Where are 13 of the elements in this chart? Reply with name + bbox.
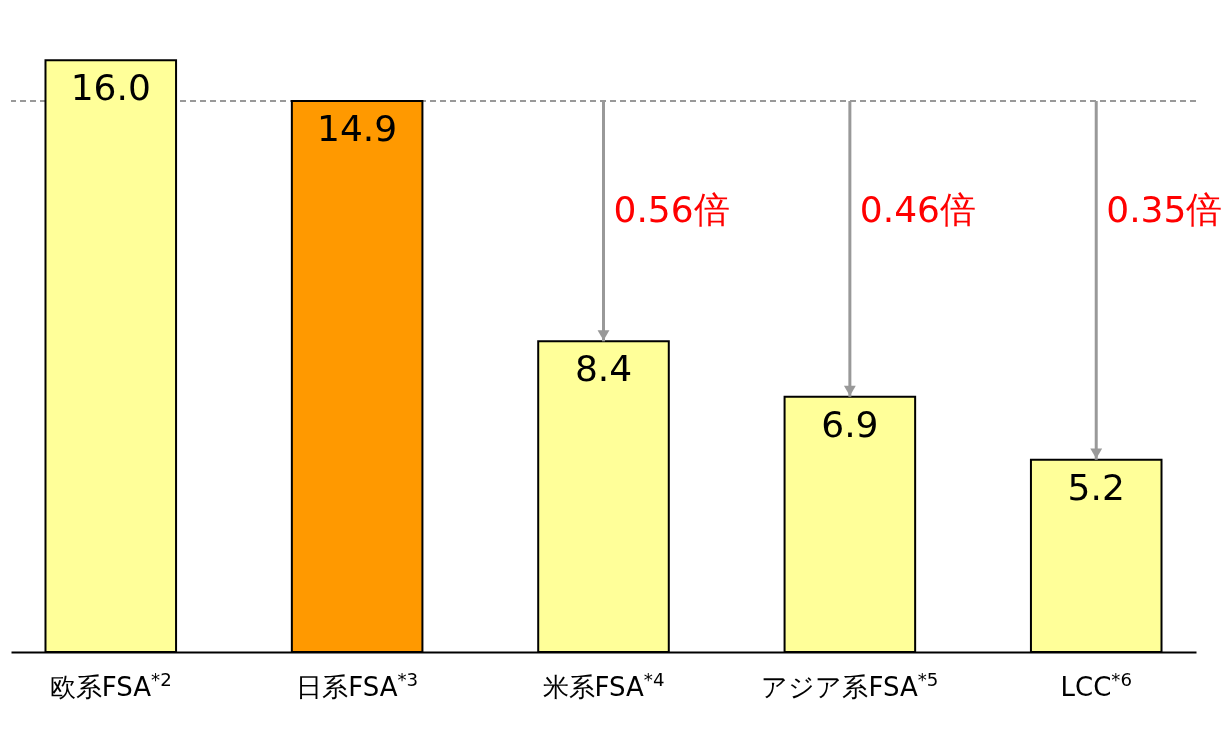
annotation: 0.46倍 bbox=[859, 189, 977, 231]
data-label: 16.0 bbox=[70, 67, 151, 109]
data-label: 8.4 bbox=[574, 348, 633, 390]
x-tick-label: 欧系FSA$^{*2}$ bbox=[49, 668, 172, 702]
annotation: 0.35倍 bbox=[1106, 189, 1223, 231]
x-tick-label: LCC$^{*6}$ bbox=[1060, 668, 1132, 702]
data-label: 6.9 bbox=[821, 403, 879, 445]
x-tick-label: 日系FSA$^{*3}$ bbox=[296, 668, 419, 702]
data-label: 14.9 bbox=[317, 107, 398, 149]
x-tick-label: 米系FSA$^{*4}$ bbox=[542, 668, 665, 702]
data-label: 5.2 bbox=[1067, 466, 1125, 508]
annotation: 0.56倍 bbox=[613, 189, 730, 231]
x-tick-label: アジア系FSA$^{*5}$ bbox=[761, 668, 939, 702]
